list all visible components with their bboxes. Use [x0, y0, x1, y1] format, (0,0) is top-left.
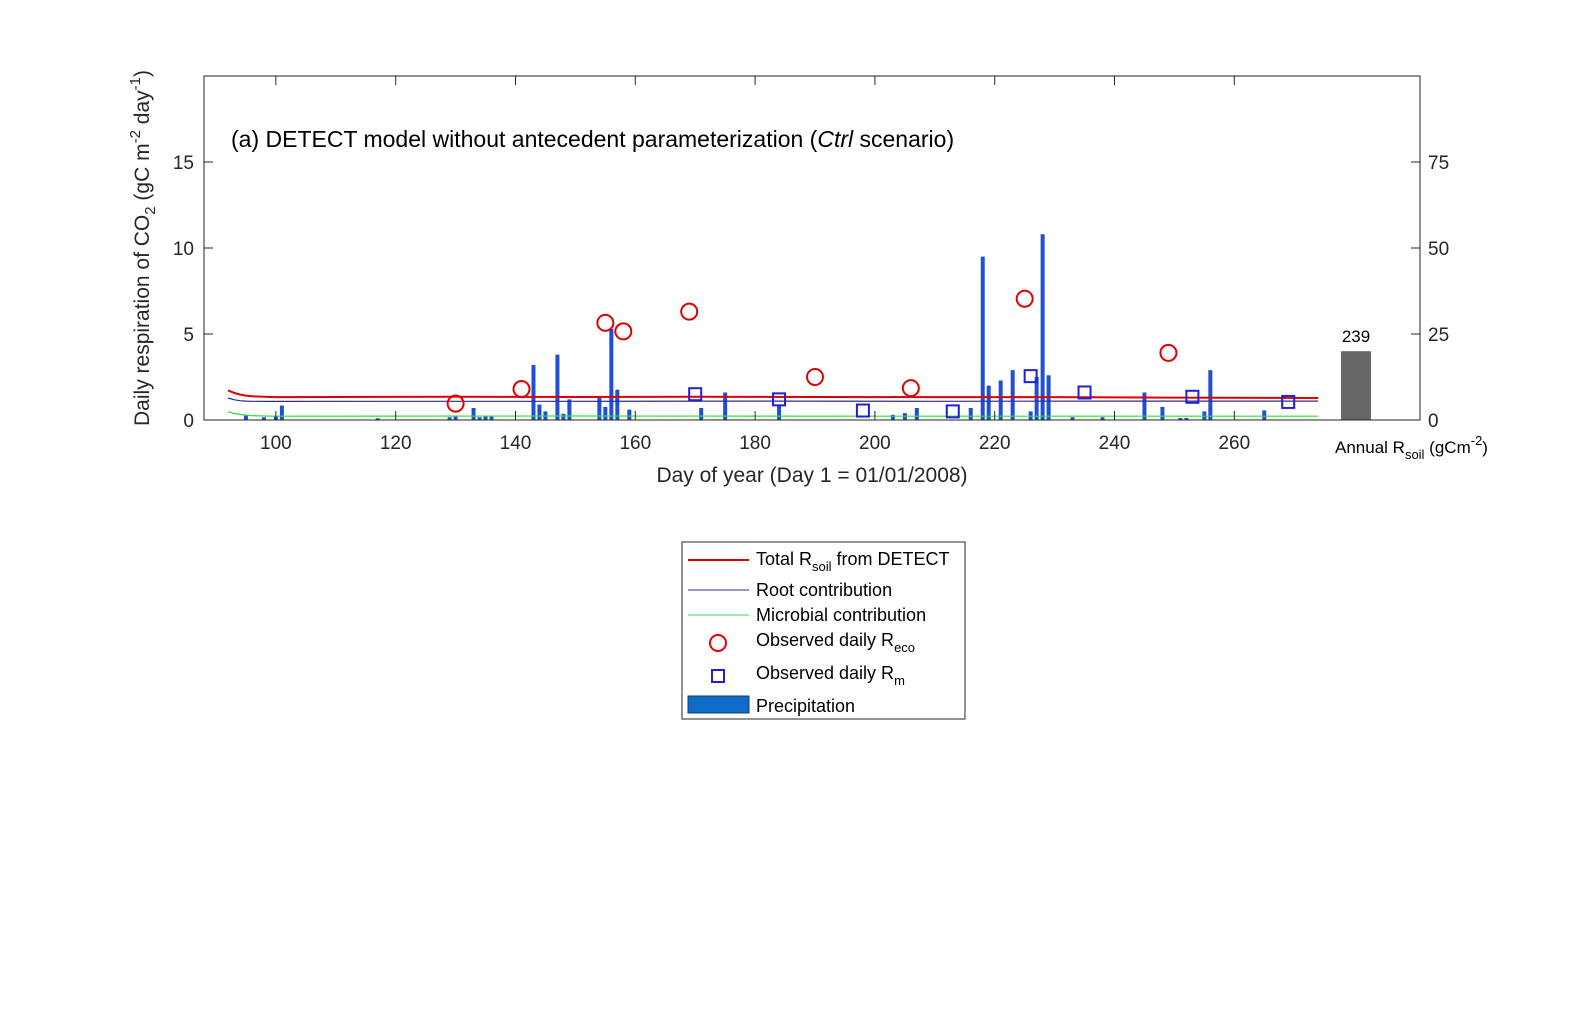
rm-point: [772, 392, 787, 407]
precip-bar: [723, 392, 728, 420]
annual-bar-label: Annual Rsoil (gCm-2): [1335, 433, 1488, 462]
x-tick-label: 260: [1218, 433, 1250, 454]
reco-point: [614, 322, 633, 341]
total-rsoil-line: [227, 389, 1319, 399]
microbial-contribution-line: [227, 411, 1319, 417]
reco-point: [805, 368, 824, 386]
precip-bar: [537, 404, 542, 420]
rm-point: [1023, 369, 1038, 384]
rm-point: [1281, 394, 1296, 409]
legend-label-reco: Observed daily Reco: [756, 630, 915, 655]
legend-label-rm: Observed daily Rm: [756, 663, 905, 688]
x-tick-label: 140: [500, 433, 532, 454]
precip-bar: [1070, 417, 1075, 420]
precip-bar: [968, 407, 973, 420]
reco-point: [1159, 343, 1178, 362]
precip-bar: [1040, 234, 1045, 420]
precip-bar: [483, 415, 488, 420]
legend: Total Rsoil from DETECT Root contributio…: [681, 541, 966, 720]
chart-title: (a) DETECT model without antecedent para…: [231, 126, 954, 152]
precip-bar: [1262, 410, 1267, 420]
precip-bar: [555, 354, 560, 420]
x-tick-label: 180: [739, 433, 771, 454]
y-tick-label: 15: [173, 153, 194, 174]
precip-bar: [453, 416, 458, 420]
y2-tick-label: 25: [1428, 325, 1449, 346]
legend-swatch-rm: [711, 669, 725, 683]
precip-bar: [1034, 377, 1039, 420]
rm-point: [688, 387, 703, 402]
precip-bar: [471, 407, 476, 420]
precip-bar: [1010, 370, 1015, 420]
y2-tick-label: 50: [1428, 239, 1449, 260]
axes: 100 120 140 160 180 200 220 240 260 0 5 10 15 0 25 50 75: [173, 75, 1449, 454]
legend-label-precip: Precipitation: [756, 696, 855, 716]
y-tick-label: 5: [183, 325, 194, 346]
x-tick-label: 200: [859, 433, 891, 454]
reco-point: [901, 379, 920, 398]
precip-bar: [561, 413, 566, 420]
precip-bar: [1100, 417, 1105, 420]
annual-rsoil-value: 239: [1342, 327, 1370, 346]
precip-bar: [986, 385, 991, 420]
x-tick-label: 160: [619, 433, 651, 454]
reco-point: [446, 394, 465, 413]
precip-bar: [890, 414, 895, 420]
precip-bar: [447, 417, 452, 420]
x-tick-label: 220: [979, 433, 1011, 454]
x-tick-label: 100: [260, 433, 292, 454]
precip-bar: [243, 414, 248, 420]
precip-bar: [627, 409, 632, 420]
rm-point: [1077, 385, 1092, 400]
y-tick-label: 10: [173, 239, 194, 260]
precip-bar: [1184, 417, 1189, 420]
x-axis-title: Day of year (Day 1 = 01/01/2008): [656, 464, 967, 487]
precip-bar: [1142, 392, 1147, 420]
precip-bar: [699, 407, 704, 420]
legend-swatch-reco: [709, 634, 727, 652]
rm-point: [1185, 389, 1200, 404]
precip-bar: [531, 364, 536, 420]
precip-bar: [1178, 417, 1183, 420]
legend-swatch-precip: [687, 695, 750, 714]
precip-bar: [609, 328, 614, 420]
plot-area: 239: [227, 234, 1371, 420]
precip-bar: [998, 380, 1003, 420]
legend-label-root: Root contribution: [756, 580, 892, 600]
precip-bar: [261, 417, 266, 420]
precip-bar: [980, 256, 985, 420]
reco-point: [680, 302, 699, 321]
precip-bar: [489, 416, 494, 420]
precip-bar: [1208, 370, 1213, 420]
precip-bar: [1160, 406, 1165, 420]
precip-bar: [279, 405, 284, 420]
precip-bar: [615, 389, 620, 420]
reco-point: [596, 313, 615, 332]
y-tick-label: 0: [183, 411, 194, 432]
precip-bar: [777, 404, 782, 420]
precip-bar: [597, 395, 602, 420]
legend-label-microbial: Microbial contribution: [756, 605, 926, 625]
precip-bar: [375, 418, 380, 420]
reco-point: [1015, 289, 1034, 308]
precip-bar: [603, 406, 608, 420]
y2-tick-label: 75: [1428, 153, 1449, 174]
y2-tick-label: 0: [1428, 411, 1439, 432]
legend-label-total-rsoil: Total Rsoil from DETECT: [756, 549, 950, 574]
x-tick-label: 120: [380, 433, 412, 454]
precip-bar: [477, 417, 482, 420]
annual-rsoil-bar: [1341, 351, 1371, 420]
y-axis-title: Daily respiration of CO2 (gC m-2 day-1): [127, 70, 159, 426]
precip-bar: [567, 399, 572, 420]
precip-bar: [914, 407, 919, 420]
rm-point: [855, 403, 870, 418]
legend-box: [681, 541, 966, 720]
root-contribution-line: [227, 397, 1319, 402]
x-tick-label: 240: [1099, 433, 1131, 454]
rm-point: [945, 404, 960, 419]
reco-point: [512, 380, 531, 399]
